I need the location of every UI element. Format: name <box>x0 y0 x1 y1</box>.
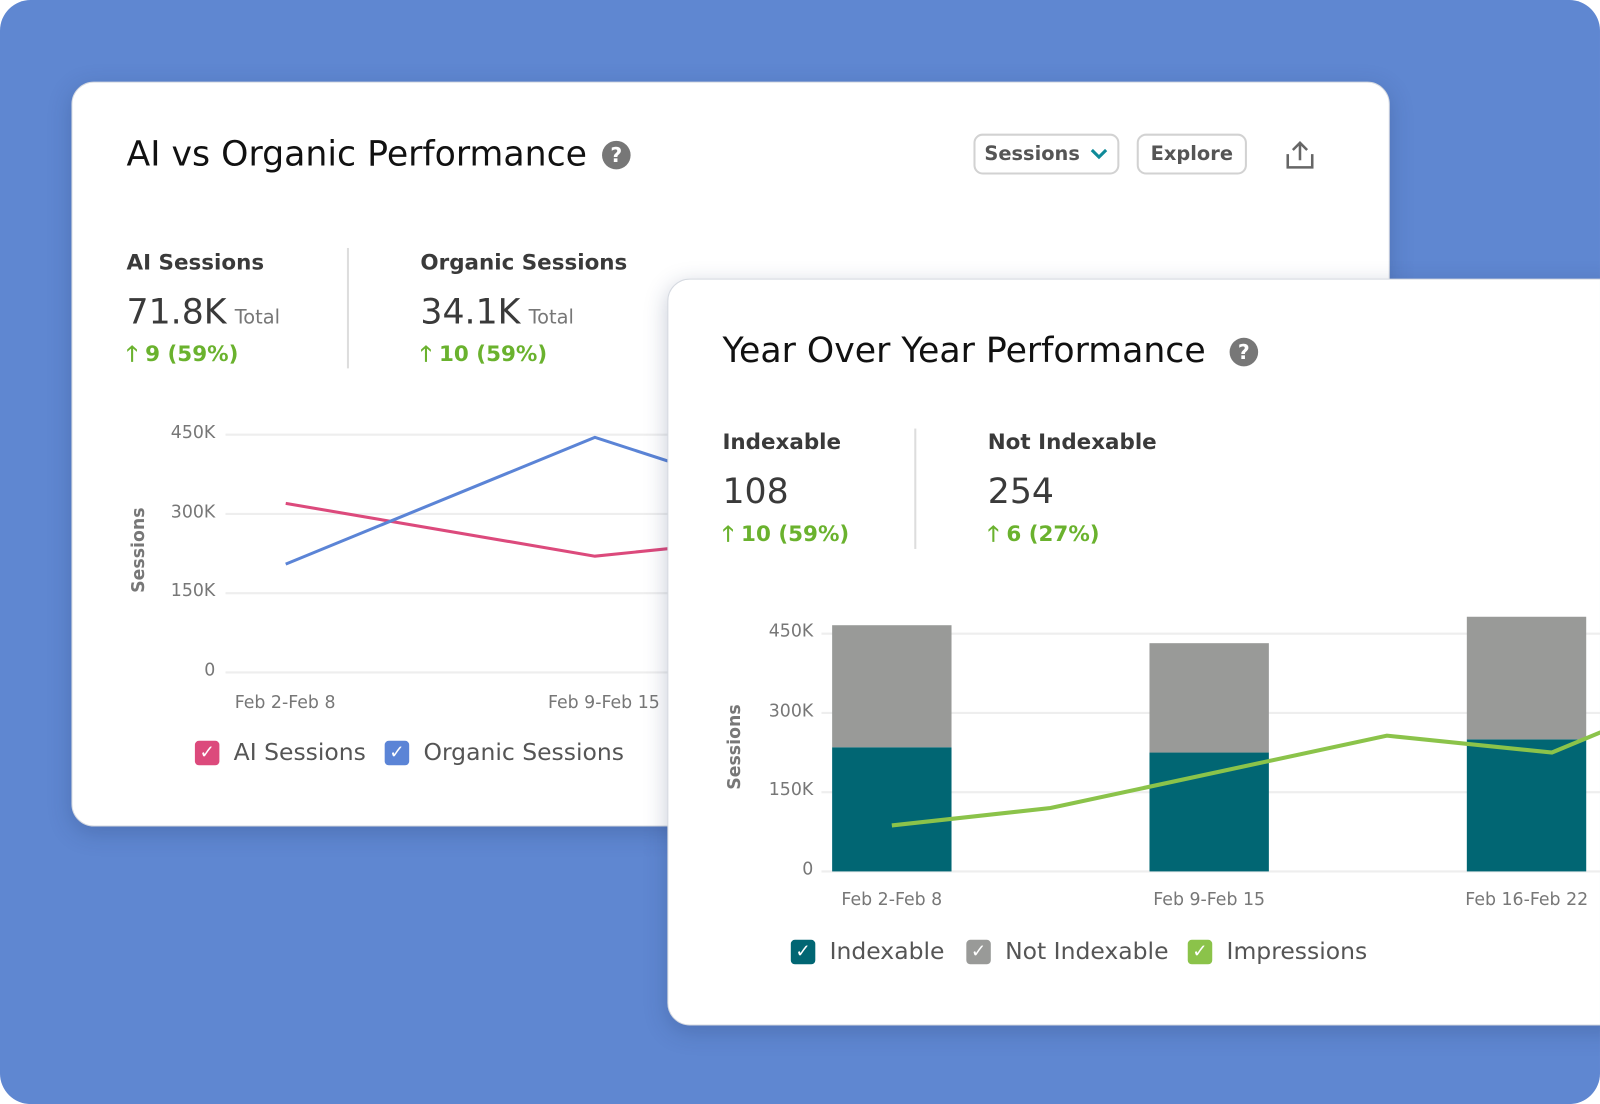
legend-item-ai-sessions[interactable]: ✓ AI Sessions <box>194 740 366 766</box>
stat-change: 🡑 10 (59%) <box>420 341 548 367</box>
explore-button[interactable]: Explore <box>1136 133 1247 175</box>
bar-indexable <box>1149 752 1269 872</box>
stat-change: 🡑 9 (59%) <box>126 341 239 367</box>
metric-dropdown[interactable]: Sessions <box>973 133 1120 175</box>
legend-item-impressions[interactable]: ✓ Impressions <box>1187 939 1367 965</box>
chevron-down-icon <box>1091 148 1108 160</box>
bar-indexable <box>1466 739 1587 872</box>
x-tick-label: Feb 2-Feb 8 <box>234 692 336 714</box>
y-tick-label: 300K <box>768 700 814 722</box>
legend-item-indexable[interactable]: ✓ Indexable <box>790 939 944 965</box>
x-tick-label: Feb 2-Feb 8 <box>841 889 943 911</box>
y-tick-label: 0 <box>802 859 814 880</box>
card-title: AI vs Organic Performance <box>126 133 587 175</box>
question-circle-icon[interactable]: ? <box>1229 337 1259 367</box>
stat-label: Organic Sessions <box>420 249 628 275</box>
arrow-up-icon: 🡑 <box>420 341 432 367</box>
y-tick-label: 0 <box>204 660 216 681</box>
y-tick-label: 150K <box>768 779 814 801</box>
legend-item-not-indexable[interactable]: ✓ Not Indexable <box>966 939 1169 965</box>
bar-not-indexable <box>1466 616 1587 740</box>
checkbox-checked-icon: ✓ <box>790 939 816 965</box>
x-tick-label: Feb 9-Feb 15 <box>1153 889 1266 911</box>
dropdown-label: Sessions <box>984 142 1080 166</box>
divider <box>346 247 349 369</box>
bar-indexable <box>832 747 952 872</box>
explore-label: Explore <box>1150 142 1233 166</box>
arrow-up-icon: 🡑 <box>722 521 734 546</box>
x-tick-label: Feb 16-Feb 22 <box>1465 889 1589 911</box>
stat-label: AI Sessions <box>126 249 265 275</box>
y-tick-label: 150K <box>170 580 216 602</box>
share-upload-icon[interactable] <box>1285 140 1316 171</box>
stat-value: 254 <box>987 471 1054 513</box>
checkbox-checked-icon: ✓ <box>384 740 410 766</box>
checkbox-checked-icon: ✓ <box>1187 939 1213 965</box>
bar-not-indexable <box>1149 643 1269 753</box>
card-title: Year Over Year Performance <box>722 330 1206 372</box>
stat-label: Not Indexable <box>987 429 1157 455</box>
legend-item-organic-sessions[interactable]: ✓ Organic Sessions <box>384 740 624 766</box>
year-over-year-card: Year Over Year Performance ? Indexable 1… <box>667 278 1600 1026</box>
stat-value: 71.8K Total <box>126 291 280 333</box>
arrow-up-icon: 🡑 <box>126 341 138 367</box>
y-tick-label: 450K <box>768 621 814 642</box>
stat-change: 🡑 10 (59%) <box>722 521 850 546</box>
checkbox-checked-icon: ✓ <box>966 939 991 965</box>
stat-value: 108 <box>722 471 789 513</box>
y-tick-label: 450K <box>170 422 216 443</box>
series-line-impressions <box>891 730 1600 828</box>
stat-value: 34.1K Total <box>420 291 574 333</box>
divider <box>914 428 917 549</box>
x-tick-label: Feb 9-Feb 15 <box>547 692 660 714</box>
stat-label: Indexable <box>722 429 842 455</box>
y-tick-label: 300K <box>170 501 216 523</box>
bar-not-indexable <box>832 625 952 748</box>
question-circle-icon[interactable]: ? <box>602 140 631 170</box>
stat-change: 🡑 6 (27%) <box>987 521 1100 546</box>
arrow-up-icon: 🡑 <box>987 521 999 546</box>
bar-line-chart <box>821 616 1600 873</box>
checkbox-checked-icon: ✓ <box>194 740 220 766</box>
